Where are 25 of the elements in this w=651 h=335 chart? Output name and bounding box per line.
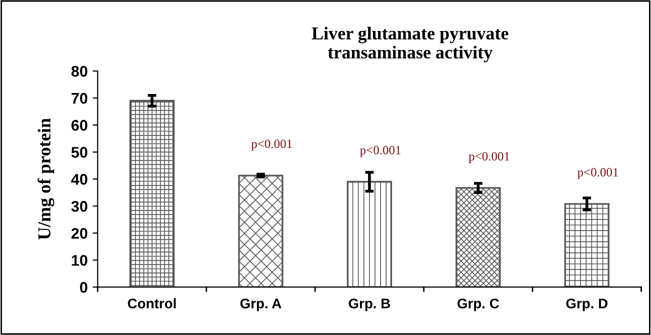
annotation: p<0.001 [577,168,618,180]
y-axis-title: U/mg of protein [38,118,54,240]
y-tick-label: 40 [71,174,88,185]
y-tick-label: 10 [72,254,88,266]
y-tick-label: 80 [71,66,88,77]
x-tick-label: Grp. A [240,298,282,312]
annotation: p<0.001 [360,146,401,157]
bar [456,187,501,288]
x-tick-label: Grp. D [566,298,608,312]
x-tick-label: Control [128,298,176,308]
y-tick-label: 60 [71,120,88,131]
y-tick-label: 30 [71,200,88,212]
y-tick-label: 0 [80,282,88,293]
bar [346,180,392,288]
y-tick-label: 50 [71,146,88,158]
y-tick-label: 20 [71,228,88,239]
annotation: p<0.001 [251,140,292,151]
x-tick-label: Grp. B [348,298,390,312]
annotation: p<0.001 [468,152,510,164]
bar [564,203,610,288]
bar [238,174,284,288]
y-tick-label: 70 [72,92,88,104]
chart-title: Liver glutamate pyruvate transaminase activity [312,26,508,62]
bar [129,100,175,288]
x-tick-label: Grp. C [458,298,499,312]
